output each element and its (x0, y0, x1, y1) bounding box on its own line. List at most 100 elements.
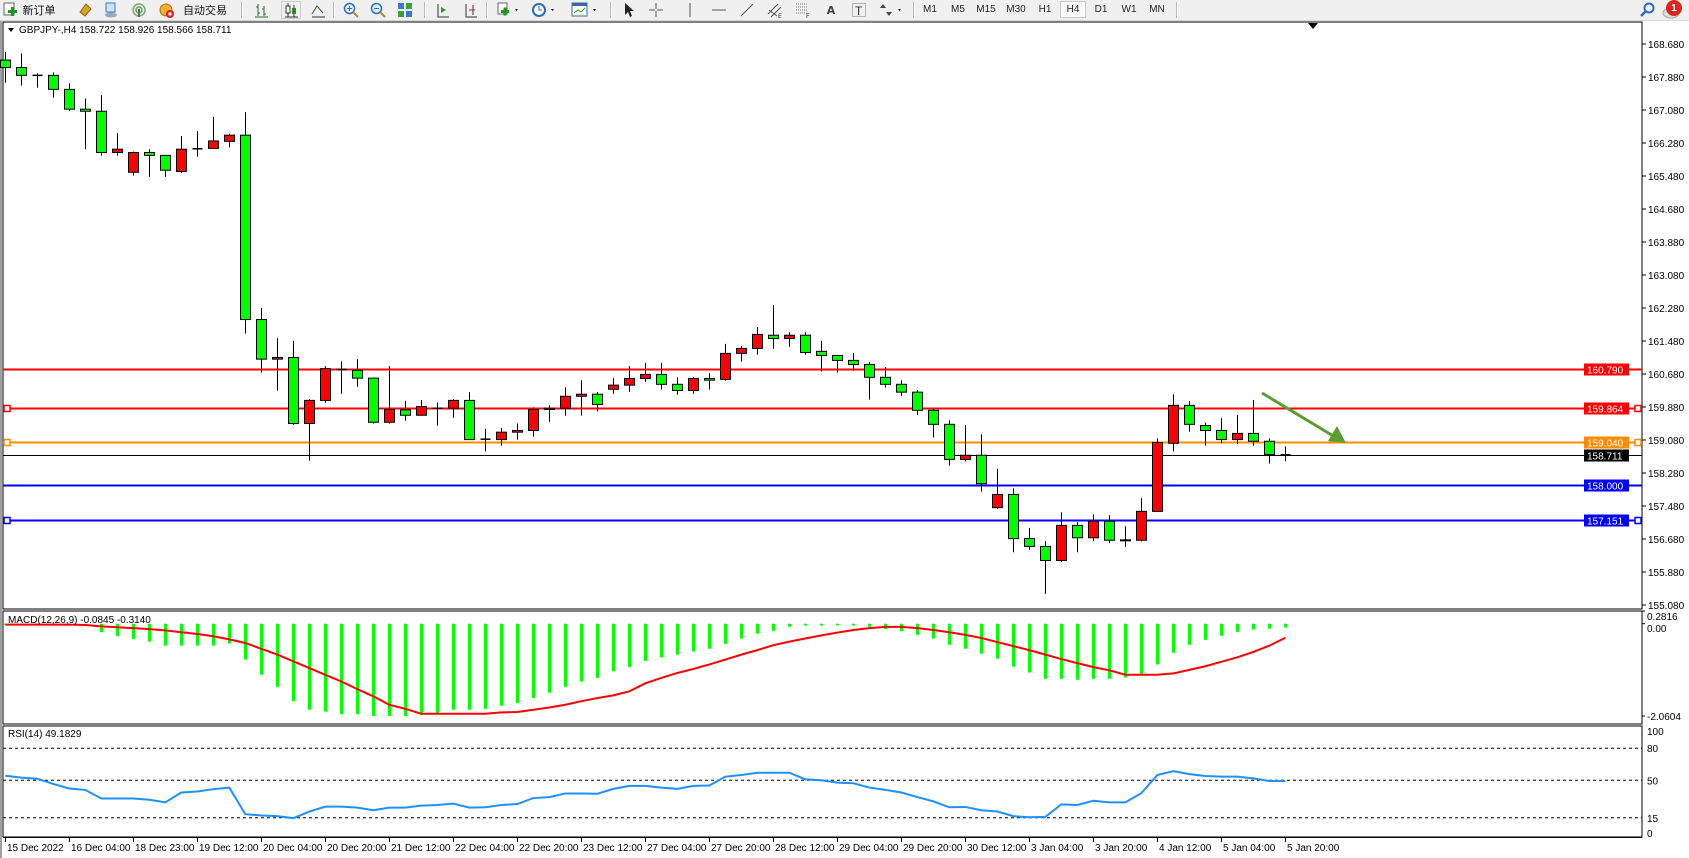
macd-histogram-bar (372, 623, 375, 716)
candle-body (640, 373, 651, 380)
horizontal-line-icon[interactable] (710, 1, 728, 19)
crosshair-icon[interactable] (647, 1, 665, 19)
candle (704, 373, 715, 390)
macd-histogram-bar (500, 623, 503, 706)
chart-canvas[interactable]: 168.680 167.880 167.080 166.280 165.480 164.6… (0, 21, 1689, 858)
auto-trading-icon[interactable] (158, 1, 176, 19)
main-pane[interactable] (2, 21, 1643, 610)
period-icon[interactable] (530, 1, 560, 19)
bar-chart-icon[interactable] (252, 1, 270, 19)
time-axis-label: 3 Jan 20:00 (1095, 843, 1148, 854)
level-anchor-left[interactable] (3, 438, 11, 447)
vertical-line-icon[interactable] (681, 1, 699, 19)
candle-body (496, 431, 507, 441)
toolbar: 新订单 自动交易 E F A T M1 M5 M15 M30 H1 H4 D1 W1 MN 1 (0, 0, 1689, 21)
search-icon[interactable] (1638, 1, 1656, 19)
timeframe-d1-button[interactable]: D1 (1094, 4, 1108, 15)
zoom-out-icon[interactable] (369, 1, 387, 19)
timeframe-m5-button[interactable]: M5 (951, 4, 965, 15)
timeframe-mn-button[interactable]: MN (1149, 4, 1165, 15)
macd-histogram-bar (1204, 623, 1207, 640)
candle-body (1136, 510, 1147, 541)
zoom-in-icon[interactable] (342, 1, 360, 19)
candle-body (224, 134, 235, 142)
indicators-icon[interactable] (495, 1, 523, 19)
candle-body (672, 383, 683, 392)
macd-histogram-bar (1124, 623, 1127, 678)
macd-histogram-bar (836, 623, 839, 626)
candle-body (1184, 404, 1195, 425)
candle (1072, 522, 1083, 553)
candle (128, 151, 139, 176)
notification-badge[interactable]: 1 (1666, 0, 1682, 16)
fibonacci-icon[interactable]: F (793, 1, 813, 19)
timeframe-m30-button[interactable]: M30 (1006, 4, 1026, 15)
candle (656, 362, 667, 390)
new-order-button[interactable]: 新订单 (22, 4, 56, 17)
candle (464, 392, 475, 441)
arrows-icon[interactable] (876, 1, 906, 19)
candle-body (1024, 538, 1035, 547)
price-level-label: 158.000 (1587, 482, 1624, 493)
candle-body (944, 423, 955, 460)
templates-icon[interactable] (570, 1, 602, 19)
candle-body (64, 88, 75, 110)
candle (48, 72, 59, 98)
auto-trading-button[interactable]: 自动交易 (183, 4, 227, 17)
timeframe-m15-button[interactable]: M15 (976, 4, 996, 15)
text-label-icon[interactable]: T (850, 1, 868, 19)
time-axis-label: 20 Dec 04:00 (263, 843, 323, 854)
time-axis-label: 28 Dec 12:00 (775, 843, 835, 854)
chart-shift-icon[interactable] (461, 1, 479, 19)
text-icon[interactable]: A (826, 3, 836, 17)
new-order-icon[interactable] (2, 1, 18, 19)
candle (544, 405, 555, 422)
trend-arrow-line[interactable] (1261, 391, 1336, 439)
timeframe-w1-button[interactable]: W1 (1121, 4, 1137, 15)
symbol-menu-icon[interactable] (8, 28, 14, 32)
chart-window[interactable]: 168.680 167.880 167.080 166.280 165.480 164.6… (0, 21, 1689, 858)
candle (480, 428, 491, 452)
price-axis-label: 162.280 (1648, 304, 1685, 315)
candle-body (656, 373, 667, 385)
macd-histogram-bar (388, 623, 391, 716)
time-axis-label: 4 Jan 12:00 (1159, 843, 1212, 854)
toolbox-icon[interactable] (76, 1, 94, 19)
level-anchor-left[interactable] (3, 516, 11, 525)
equidistant-channel-icon[interactable]: E (765, 1, 785, 19)
trendline-icon[interactable] (738, 1, 756, 19)
macd-pane[interactable] (2, 610, 1643, 725)
line-chart-icon[interactable] (309, 1, 327, 19)
macd-histogram-bar (1236, 623, 1239, 632)
candlestick-icon[interactable] (281, 1, 301, 19)
macd-signal-line (5, 623, 1286, 715)
price-level-tag (1584, 449, 1629, 462)
cursor-icon[interactable] (620, 1, 638, 19)
tile-windows-icon[interactable] (396, 1, 414, 19)
price-level-label: 158.711 (1587, 452, 1623, 463)
level-anchor-right[interactable] (1634, 438, 1642, 447)
level-anchor-left[interactable] (3, 404, 11, 413)
candle (768, 305, 779, 349)
price-axis-label: 167.880 (1648, 73, 1685, 84)
candle-body (320, 368, 331, 401)
chart-shift-marker[interactable] (1308, 23, 1318, 29)
signals-icon[interactable] (130, 1, 148, 19)
candle (816, 341, 827, 372)
auto-scroll-icon[interactable] (433, 1, 451, 19)
toolbar-separator (424, 2, 426, 18)
rsi-pane[interactable] (2, 725, 1643, 838)
price-axis-label: 158.280 (1648, 469, 1685, 480)
timeframe-m1-button[interactable]: M1 (923, 4, 937, 15)
timeframe-h1-button[interactable]: H1 (1038, 4, 1052, 15)
level-anchor-right[interactable] (1634, 404, 1642, 413)
trend-arrow-head[interactable] (1328, 426, 1346, 443)
market-watch-icon[interactable] (102, 1, 120, 19)
price-level-label: 160.790 (1587, 366, 1624, 377)
time-axis-label: 30 Dec 12:00 (967, 843, 1027, 854)
candle-body (400, 409, 411, 416)
macd-title: MACD(12,26,9) -0.0845 -0.3140 (8, 615, 151, 626)
level-anchor-right[interactable] (1634, 516, 1642, 525)
timeframe-h4-button[interactable]: H4 (1060, 1, 1086, 18)
candle (240, 112, 251, 334)
